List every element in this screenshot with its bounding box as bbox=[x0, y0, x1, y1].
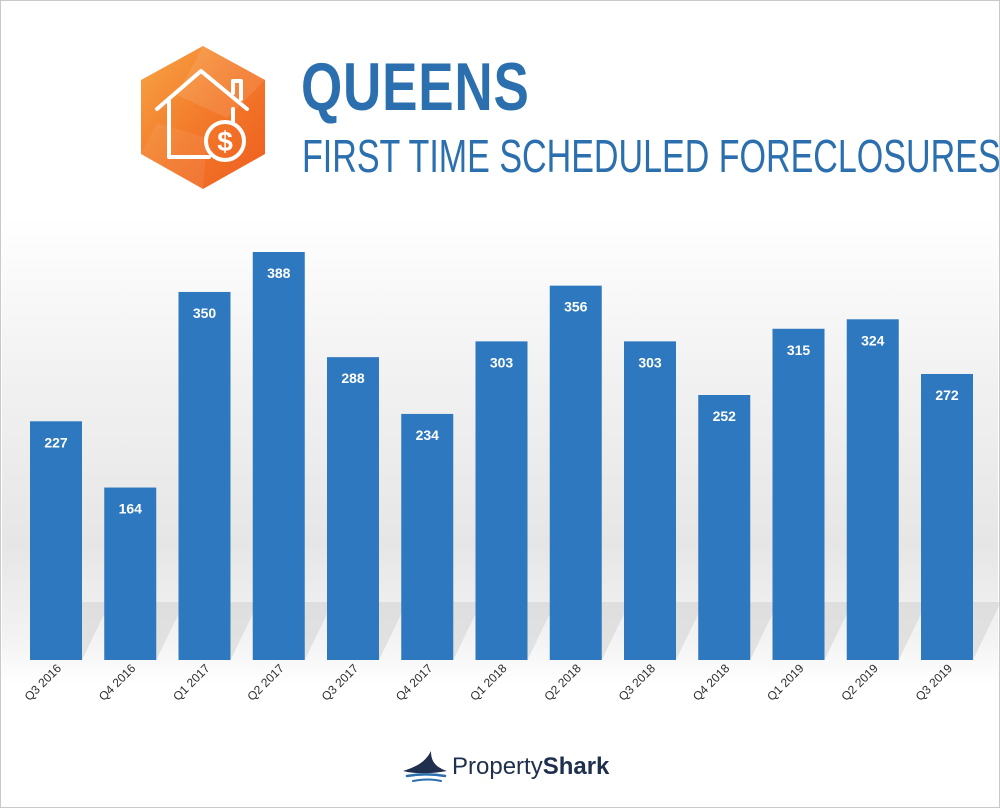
brand-name-light: Property bbox=[452, 753, 543, 780]
bar bbox=[104, 487, 157, 660]
data-label: 350 bbox=[193, 305, 217, 321]
bar bbox=[327, 357, 379, 660]
x-tick-label: Q4 2018 bbox=[690, 661, 733, 704]
bar-chart: 227 Q3 2016 164 Q4 2016 350 Q1 2017 388 Q2 2017… bbox=[22, 252, 999, 704]
chart-title: QUEENS bbox=[301, 49, 530, 125]
bar bbox=[921, 373, 973, 660]
x-tick-label: Q3 2018 bbox=[616, 661, 659, 704]
x-tick-label: Q2 2019 bbox=[838, 661, 881, 704]
data-label: 252 bbox=[713, 408, 737, 424]
x-tick-label: Q1 2019 bbox=[764, 661, 807, 704]
shark-fin-icon bbox=[403, 751, 447, 782]
data-label: 324 bbox=[861, 332, 885, 348]
data-label: 272 bbox=[935, 387, 959, 403]
svg-text:$: $ bbox=[217, 126, 233, 157]
bar bbox=[772, 328, 825, 660]
data-label: 315 bbox=[787, 342, 811, 358]
x-tick-label: Q2 2017 bbox=[244, 661, 287, 704]
data-label: 356 bbox=[564, 299, 588, 315]
x-tick-label: Q3 2017 bbox=[319, 661, 362, 704]
bar bbox=[624, 341, 676, 660]
data-label: 388 bbox=[267, 265, 291, 281]
data-label: 164 bbox=[119, 501, 143, 517]
bar bbox=[401, 413, 454, 660]
x-tick-label: Q1 2018 bbox=[467, 661, 510, 704]
bar bbox=[549, 285, 602, 660]
chart-subtitle: FIRST TIME SCHEDULED FORECLOSURES bbox=[302, 130, 1000, 182]
bar bbox=[846, 319, 899, 660]
bar bbox=[698, 395, 751, 660]
data-label: 234 bbox=[416, 427, 440, 443]
x-tick-label: Q2 2018 bbox=[541, 661, 584, 704]
data-label: 303 bbox=[638, 354, 662, 370]
brand-name-bold: Shark bbox=[542, 753, 610, 780]
x-tick-label: Q1 2017 bbox=[170, 661, 213, 704]
data-label: 288 bbox=[341, 370, 365, 386]
x-tick-label: Q4 2016 bbox=[96, 661, 139, 704]
x-tick-label: Q3 2019 bbox=[913, 661, 956, 704]
data-label: 227 bbox=[44, 434, 68, 450]
x-tick-label: Q3 2016 bbox=[22, 661, 65, 704]
x-tick-label: Q4 2017 bbox=[393, 661, 436, 704]
bar bbox=[178, 291, 231, 660]
data-label: 303 bbox=[490, 354, 514, 370]
brand-name: PropertyShark bbox=[452, 754, 609, 780]
bar bbox=[30, 421, 82, 660]
house-dollar-icon: $ bbox=[141, 46, 265, 189]
bar bbox=[475, 341, 528, 660]
bar bbox=[252, 252, 305, 660]
